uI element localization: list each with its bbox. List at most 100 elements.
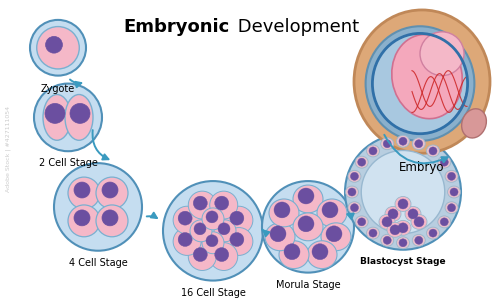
Ellipse shape: [96, 205, 128, 237]
Text: Blastocyst Stage: Blastocyst Stage: [360, 257, 446, 266]
Ellipse shape: [321, 223, 351, 251]
Circle shape: [102, 182, 118, 198]
Ellipse shape: [293, 185, 323, 213]
Ellipse shape: [225, 206, 253, 234]
Text: 16 Cell Stage: 16 Cell Stage: [180, 287, 246, 298]
Circle shape: [194, 196, 207, 210]
Ellipse shape: [379, 214, 395, 229]
Ellipse shape: [355, 216, 368, 228]
Circle shape: [274, 202, 290, 218]
Ellipse shape: [396, 237, 409, 249]
Circle shape: [350, 204, 358, 212]
Circle shape: [163, 181, 263, 280]
Circle shape: [262, 181, 354, 273]
Circle shape: [369, 229, 377, 237]
Circle shape: [415, 140, 423, 148]
Ellipse shape: [438, 156, 451, 168]
Ellipse shape: [225, 227, 253, 255]
Text: Development: Development: [232, 18, 359, 36]
Circle shape: [350, 172, 358, 180]
Text: Embryonic: Embryonic: [124, 18, 230, 36]
Circle shape: [382, 217, 392, 227]
Circle shape: [358, 158, 366, 166]
Ellipse shape: [190, 220, 212, 242]
Ellipse shape: [426, 145, 440, 157]
Text: Adobe Stock | #427111054: Adobe Stock | #427111054: [5, 106, 11, 192]
Ellipse shape: [354, 10, 490, 153]
Circle shape: [326, 226, 342, 242]
Ellipse shape: [173, 206, 201, 234]
Ellipse shape: [68, 177, 100, 209]
Ellipse shape: [445, 202, 458, 214]
Ellipse shape: [405, 206, 421, 221]
Text: Embryo: Embryo: [399, 161, 445, 174]
Circle shape: [74, 210, 90, 226]
Circle shape: [429, 229, 437, 237]
Circle shape: [54, 163, 142, 251]
Circle shape: [322, 202, 338, 218]
Ellipse shape: [366, 227, 380, 239]
Circle shape: [206, 211, 218, 223]
Ellipse shape: [65, 94, 93, 140]
Ellipse shape: [387, 222, 403, 237]
Circle shape: [218, 223, 230, 235]
Ellipse shape: [68, 205, 100, 237]
Text: Zygote: Zygote: [41, 84, 75, 94]
Ellipse shape: [265, 223, 295, 251]
Ellipse shape: [279, 241, 309, 268]
Circle shape: [398, 223, 408, 233]
Ellipse shape: [188, 191, 216, 219]
Circle shape: [206, 235, 218, 247]
Circle shape: [74, 182, 90, 198]
Ellipse shape: [348, 202, 361, 214]
Ellipse shape: [411, 214, 427, 229]
Circle shape: [414, 217, 424, 227]
Circle shape: [284, 244, 300, 260]
Ellipse shape: [43, 94, 71, 140]
Circle shape: [358, 218, 366, 226]
Circle shape: [34, 84, 102, 151]
Circle shape: [399, 239, 407, 247]
Ellipse shape: [412, 138, 426, 150]
Ellipse shape: [348, 170, 361, 182]
Circle shape: [408, 209, 418, 219]
Circle shape: [399, 137, 407, 145]
Ellipse shape: [412, 234, 426, 246]
Ellipse shape: [462, 109, 486, 138]
Ellipse shape: [269, 199, 299, 227]
Circle shape: [298, 188, 314, 204]
Ellipse shape: [448, 186, 460, 198]
Circle shape: [440, 218, 448, 226]
Circle shape: [383, 236, 391, 244]
Ellipse shape: [210, 243, 238, 271]
Ellipse shape: [188, 243, 216, 271]
Circle shape: [230, 211, 244, 225]
Ellipse shape: [372, 33, 468, 134]
Circle shape: [448, 172, 456, 180]
Circle shape: [398, 199, 408, 209]
Circle shape: [312, 244, 328, 260]
Circle shape: [178, 211, 192, 225]
Circle shape: [214, 248, 228, 262]
Circle shape: [390, 225, 400, 235]
Circle shape: [440, 158, 448, 166]
Ellipse shape: [396, 135, 409, 147]
Circle shape: [415, 236, 423, 244]
Circle shape: [194, 223, 206, 235]
Circle shape: [46, 36, 62, 53]
Ellipse shape: [385, 206, 401, 221]
Circle shape: [345, 134, 461, 250]
Ellipse shape: [395, 196, 411, 211]
Circle shape: [429, 147, 437, 155]
Ellipse shape: [426, 227, 440, 239]
Circle shape: [420, 32, 464, 76]
Circle shape: [450, 188, 458, 196]
Ellipse shape: [307, 241, 337, 268]
Text: Morula Stage: Morula Stage: [276, 280, 340, 290]
Ellipse shape: [317, 199, 347, 227]
Circle shape: [70, 103, 90, 123]
Circle shape: [230, 232, 244, 247]
Ellipse shape: [438, 216, 451, 228]
Ellipse shape: [210, 191, 238, 219]
Ellipse shape: [202, 208, 224, 230]
